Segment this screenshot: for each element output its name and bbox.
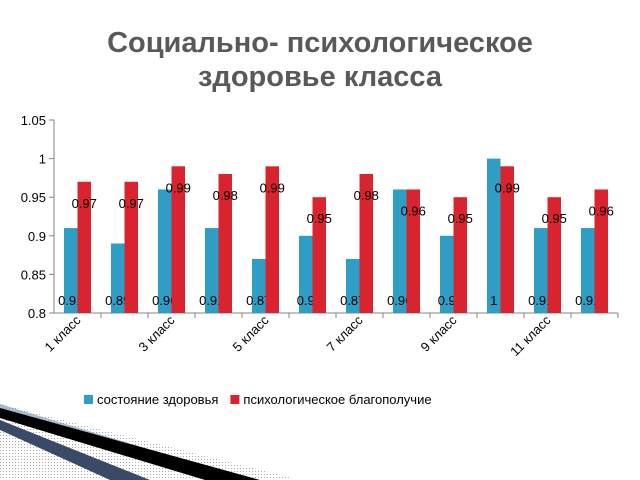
bar-health — [393, 189, 407, 313]
bar-health — [346, 258, 360, 313]
bar-health — [158, 189, 172, 313]
data-label: 0.87 — [246, 293, 271, 308]
bar-health — [487, 158, 501, 313]
y-tick-label: 0.85 — [21, 267, 46, 282]
data-label: 0.9 — [438, 293, 456, 308]
data-label: 0.91 — [528, 293, 553, 308]
x-tick-label: 5 класс — [230, 312, 272, 354]
bar-wellbeing — [453, 197, 467, 313]
legend-swatch — [230, 395, 240, 404]
data-label: 0.87 — [340, 293, 365, 308]
y-tick-label: 1.05 — [21, 113, 46, 128]
bar-health — [252, 258, 266, 313]
x-tick-label: 9 класс — [418, 312, 460, 354]
x-tick-label: 1 класс — [42, 312, 84, 354]
data-label: 0.96 — [589, 203, 614, 218]
x-tick-label: 11 класс — [507, 312, 554, 359]
data-label: 0.97 — [72, 196, 97, 211]
bar-wellbeing — [547, 197, 561, 313]
data-label: 0.91 — [58, 293, 83, 308]
legend-swatch — [84, 395, 93, 404]
data-label: 0.98 — [213, 188, 238, 203]
data-label: 0.89 — [105, 293, 130, 308]
data-label: 0.95 — [307, 211, 332, 226]
data-label: 0.91 — [575, 293, 600, 308]
data-label: 0.96 — [401, 203, 426, 218]
bar-health — [299, 235, 313, 313]
bar-wellbeing — [312, 197, 326, 313]
data-label: 0.91 — [199, 293, 224, 308]
data-label: 0.96 — [152, 293, 177, 308]
bar-wellbeing — [77, 181, 91, 313]
bar-wellbeing — [406, 189, 420, 313]
x-tick-label: 7 класс — [324, 312, 366, 354]
data-label: 0.9 — [297, 293, 315, 308]
chart-title-line-2: здоровье класса — [198, 61, 442, 93]
legend-label: психологическое благополучие — [243, 392, 431, 407]
data-label: 0.99 — [260, 180, 285, 195]
data-label: 0.95 — [448, 211, 473, 226]
y-tick-label: 0.8 — [28, 306, 46, 321]
bar-health — [205, 228, 219, 313]
data-label: 0.97 — [119, 196, 144, 211]
data-label: 0.96 — [387, 293, 412, 308]
bars: 0.910.970.890.970.960.990.910.980.870.99… — [58, 158, 614, 313]
bar-health — [581, 228, 595, 313]
data-label: 1 — [490, 293, 497, 308]
legend-label: состояние здоровья — [97, 392, 218, 407]
bar-health — [64, 228, 78, 313]
x-axis: 1 класс 3 класс 5 класс 7 класс 9 класс 11 кл… — [42, 312, 619, 359]
bar-wellbeing — [218, 174, 232, 313]
y-tick-label: 1 — [39, 152, 46, 167]
decorative-slide-corner — [0, 404, 300, 480]
bar-health — [534, 228, 548, 313]
bar-health — [111, 243, 125, 313]
data-label: 0.99 — [166, 180, 191, 195]
plot-area — [53, 120, 618, 314]
data-label: 0.95 — [542, 211, 567, 226]
bar-wellbeing — [124, 181, 138, 313]
y-tick-label: 0.9 — [28, 229, 46, 244]
bar-wellbeing — [359, 174, 373, 313]
data-label: 0.99 — [495, 180, 520, 195]
chart-title: Социально- психологическое здоровье класс… — [0, 26, 640, 94]
bar-wellbeing — [265, 166, 279, 313]
bar-health — [440, 235, 454, 313]
y-axis: 0.8 0.85 0.9 0.95 1 1.05 — [21, 113, 54, 321]
bar-wellbeing — [594, 189, 608, 313]
bar-wellbeing — [500, 166, 514, 313]
chart-title-line-1: Социально- психологическое — [107, 27, 533, 59]
data-label: 0.98 — [354, 188, 379, 203]
y-tick-label: 0.95 — [21, 190, 46, 205]
legend: состояние здоровья психологическое благоп… — [84, 392, 432, 407]
bar-wellbeing — [171, 166, 185, 313]
x-tick-label: 3 класс — [136, 312, 178, 354]
